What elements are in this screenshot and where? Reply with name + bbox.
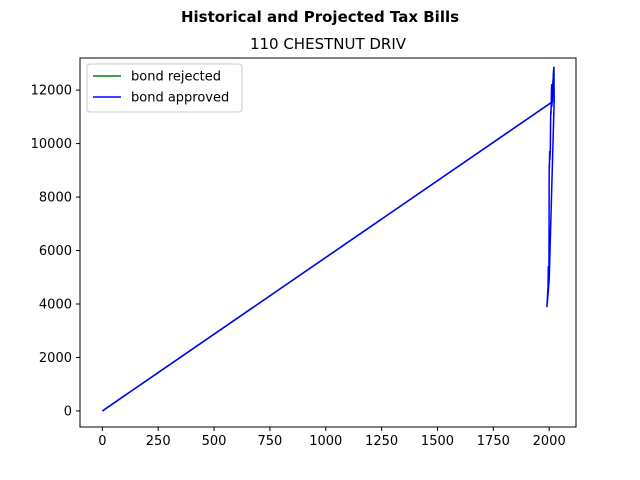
x-tick-label: 250 — [146, 434, 171, 449]
axes-frame — [79, 57, 577, 428]
chart-title: 110 CHESTNUT DRIV — [250, 35, 407, 53]
x-tick-label: 1250 — [365, 434, 398, 449]
legend-box — [86, 63, 243, 113]
y-tick-label: 10000 — [31, 137, 72, 152]
plot-area — [79, 57, 577, 428]
legend-label-bond-rejected: bond rejected — [131, 70, 221, 85]
x-tick-label: 500 — [202, 434, 227, 449]
legend: bond rejected bond approved — [86, 63, 243, 113]
x-tick-label: 750 — [257, 434, 282, 449]
x-tick-label: 0 — [98, 434, 106, 449]
y-axis: 0 2000 4000 6000 8000 10000 12000 — [31, 84, 80, 419]
x-tick-label: 1750 — [477, 434, 510, 449]
x-tick-label: 1500 — [421, 434, 454, 449]
y-tick-label: 8000 — [39, 191, 72, 206]
y-tick-label: 12000 — [31, 84, 72, 99]
x-tick-label: 2000 — [533, 434, 566, 449]
x-axis: 0 250 500 750 1000 1250 1500 1750 2000 — [98, 427, 566, 449]
legend-label-bond-approved: bond approved — [131, 91, 229, 106]
y-tick-label: 6000 — [39, 244, 72, 259]
series-layer — [101, 66, 555, 412]
y-tick-label: 0 — [64, 404, 72, 419]
y-tick-label: 2000 — [39, 351, 72, 366]
x-tick-label: 1000 — [309, 434, 342, 449]
figure-suptitle: Historical and Projected Tax Bills — [181, 8, 459, 26]
y-tick-label: 4000 — [39, 298, 72, 313]
series-line-bond-approved — [101, 66, 555, 412]
